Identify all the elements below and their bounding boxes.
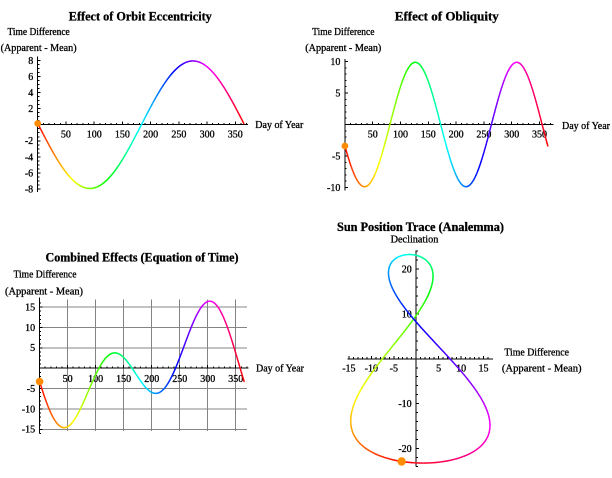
svg-text:350: 350: [532, 130, 547, 141]
svg-text:Time Difference: Time Difference: [7, 27, 70, 38]
svg-text:200: 200: [144, 374, 159, 385]
svg-text:-6: -6: [25, 168, 33, 179]
svg-text:100: 100: [393, 130, 408, 141]
svg-text:-10: -10: [398, 399, 411, 410]
svg-text:5: 5: [436, 363, 441, 374]
svg-text:100: 100: [88, 374, 103, 385]
svg-text:Time Difference: Time Difference: [504, 348, 569, 359]
svg-text:-20: -20: [398, 444, 411, 455]
svg-text:Day of Year: Day of Year: [255, 120, 304, 131]
svg-text:5: 5: [335, 88, 340, 99]
svg-text:Declination: Declination: [391, 235, 439, 246]
svg-text:350: 350: [228, 374, 243, 385]
svg-text:-8: -8: [25, 184, 33, 195]
svg-text:Combined Effects (Equation of: Combined Effects (Equation of Time): [46, 251, 239, 265]
svg-text:-15: -15: [22, 425, 35, 436]
svg-text:6: 6: [28, 72, 33, 83]
svg-text:Effect of Orbit Eccentricity: Effect of Orbit Eccentricity: [69, 10, 213, 24]
svg-text:Time Difference: Time Difference: [14, 270, 78, 281]
svg-text:50: 50: [63, 374, 73, 385]
svg-text:250: 250: [476, 130, 491, 141]
svg-text:10: 10: [25, 323, 35, 334]
svg-text:15: 15: [479, 363, 489, 374]
svg-text:300: 300: [504, 130, 519, 141]
svg-text:150: 150: [116, 374, 131, 385]
svg-text:15: 15: [25, 303, 35, 314]
svg-text:10: 10: [402, 309, 412, 320]
svg-text:50: 50: [368, 130, 378, 141]
svg-text:-4: -4: [25, 152, 33, 163]
svg-text:200: 200: [449, 130, 464, 141]
svg-text:Effect of Obliquity: Effect of Obliquity: [395, 10, 500, 24]
svg-text:10: 10: [456, 363, 466, 374]
svg-text:250: 250: [172, 374, 187, 385]
svg-text:-5: -5: [332, 151, 340, 162]
svg-text:Day of Year: Day of Year: [562, 121, 611, 132]
svg-text:Time Difference: Time Difference: [312, 27, 375, 38]
svg-text:250: 250: [171, 130, 186, 141]
svg-text:4: 4: [28, 88, 33, 99]
svg-text:-10: -10: [22, 404, 35, 415]
svg-text:300: 300: [200, 130, 215, 141]
svg-text:350: 350: [228, 130, 243, 141]
svg-text:(Apparent - Mean): (Apparent - Mean): [5, 287, 83, 298]
svg-text:20: 20: [402, 265, 412, 276]
svg-text:10: 10: [330, 57, 340, 68]
svg-text:200: 200: [143, 130, 158, 141]
svg-text:-5: -5: [390, 363, 398, 374]
svg-text:(Apparent - Mean): (Apparent - Mean): [305, 43, 381, 54]
svg-text:8: 8: [28, 56, 33, 67]
svg-text:(Apparent - Mean): (Apparent - Mean): [1, 43, 77, 54]
svg-text:-2: -2: [25, 136, 33, 147]
svg-text:50: 50: [61, 130, 71, 141]
svg-text:(Apparent - Mean): (Apparent - Mean): [502, 364, 582, 375]
svg-text:-10: -10: [327, 183, 340, 194]
svg-text:Sun Position Trace (Analemma): Sun Position Trace (Analemma): [337, 220, 504, 234]
svg-text:Day of Year: Day of Year: [256, 364, 305, 375]
svg-text:150: 150: [115, 130, 130, 141]
svg-text:2: 2: [28, 104, 33, 115]
svg-text:-5: -5: [27, 384, 35, 395]
svg-text:-10: -10: [365, 363, 378, 374]
svg-text:150: 150: [421, 130, 436, 141]
svg-text:-15: -15: [342, 363, 355, 374]
svg-text:300: 300: [200, 374, 215, 385]
svg-text:100: 100: [87, 130, 102, 141]
svg-text:5: 5: [30, 343, 35, 354]
